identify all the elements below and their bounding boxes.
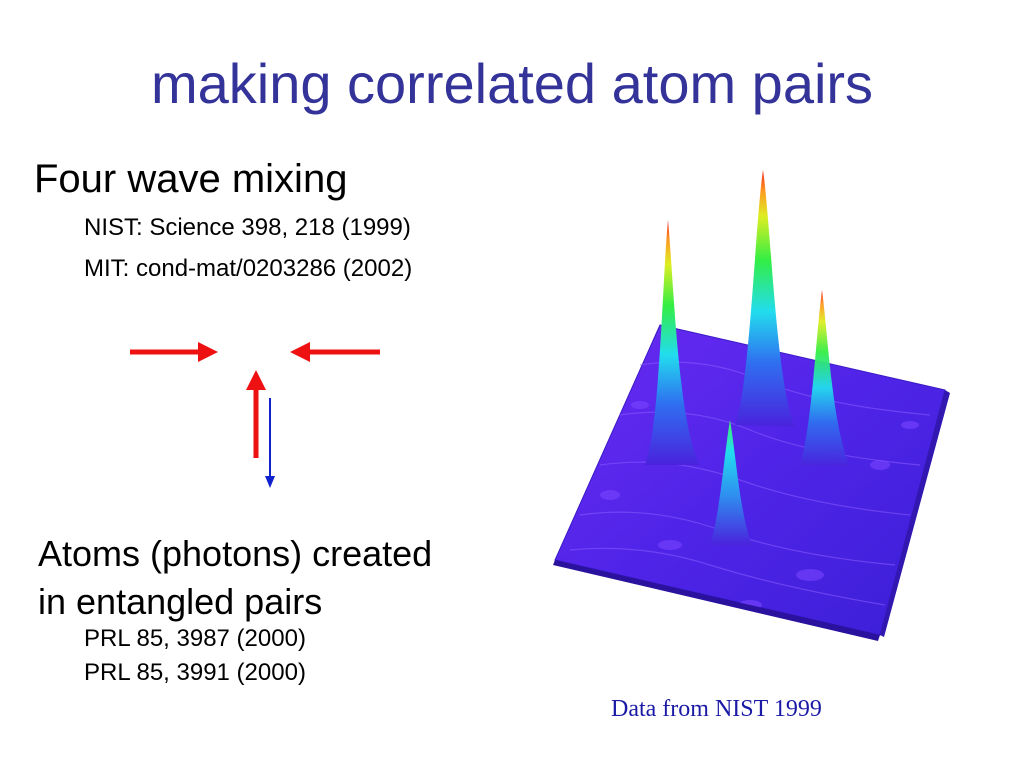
- body-line-2: in entangled pairs: [38, 581, 323, 622]
- peak-center-tall: [735, 170, 795, 427]
- up-arrow-icon: [246, 370, 266, 458]
- slide-title: making correlated atom pairs: [150, 52, 874, 115]
- peak-small: [710, 420, 752, 545]
- left-arrow-icon: [290, 342, 380, 362]
- surface-right-edge: [880, 390, 950, 637]
- reference-mit: MIT: cond-mat/0203286 (2002): [84, 255, 413, 282]
- right-arrow-icon: [130, 342, 218, 362]
- density-surface-plot: [553, 170, 950, 641]
- plot-caption: Data from NIST 1999: [611, 696, 822, 722]
- reference-nist: NIST: Science 398, 218 (1999): [84, 214, 411, 241]
- peak-right: [800, 290, 850, 467]
- reference-prl-2: PRL 85, 3991 (2000): [84, 659, 306, 686]
- peak-left: [645, 220, 700, 465]
- reference-prl-1: PRL 85, 3987 (2000): [84, 625, 306, 652]
- surface-bumps: [600, 401, 919, 610]
- body-text: Atoms (photons) created in entangled pai…: [38, 530, 432, 626]
- body-line-1: Atoms (photons) created: [38, 533, 433, 574]
- surface-front-edge: [553, 560, 880, 641]
- down-arrow-icon: [265, 398, 275, 488]
- section-heading: Four wave mixing: [34, 157, 348, 201]
